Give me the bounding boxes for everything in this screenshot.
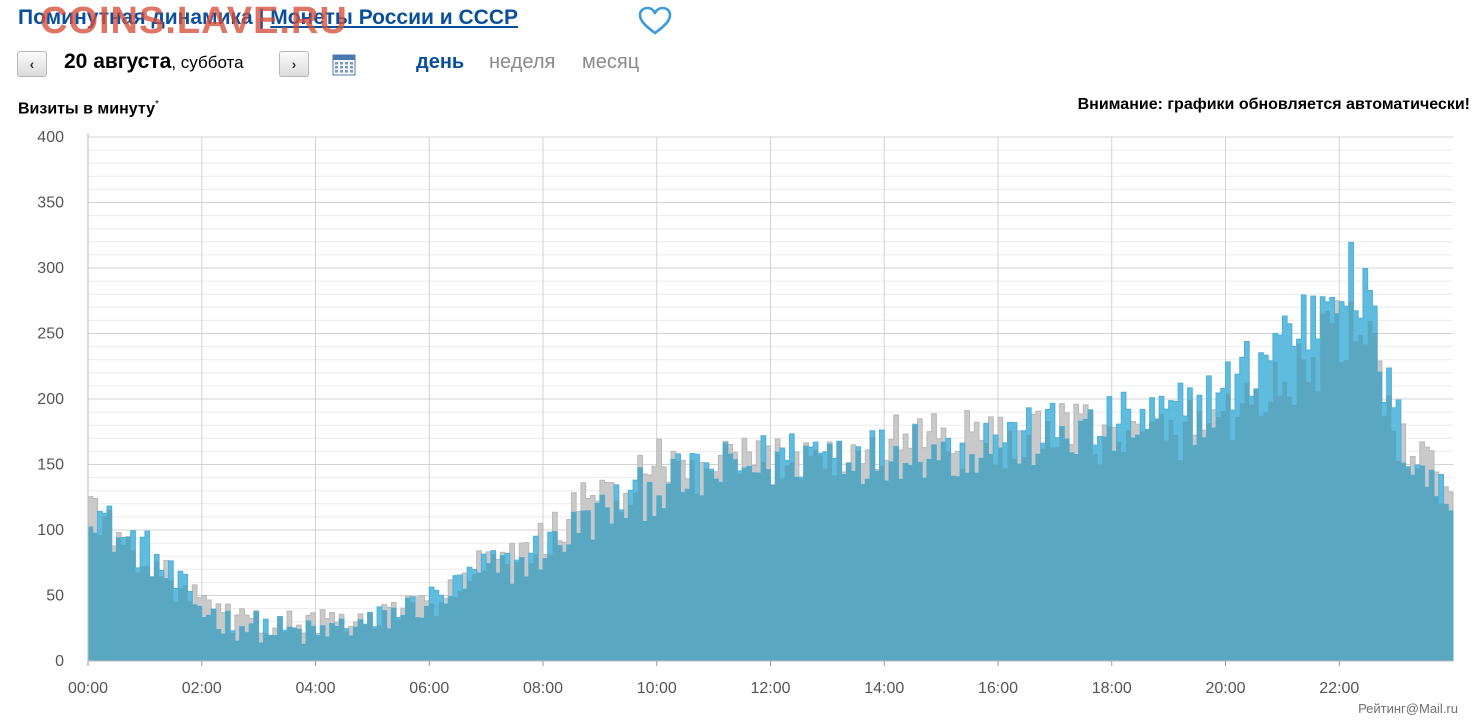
y-tick-label: 250 [37, 326, 64, 343]
tab-day[interactable]: день [416, 51, 465, 73]
date-text: 20 августа [64, 50, 172, 73]
tab-month[interactable]: месяц [582, 51, 640, 73]
auto-update-notice: Внимание: графики обновляется автоматиче… [1077, 96, 1470, 113]
y-tick-label: 350 [37, 195, 64, 212]
weekday-text: , суббота [171, 53, 244, 72]
next-day-button[interactable]: › [279, 51, 309, 77]
x-tick-label: 18:00 [1092, 680, 1132, 697]
x-tick-label: 02:00 [182, 680, 222, 697]
x-tick-label: 14:00 [864, 680, 904, 697]
x-tick-label: 12:00 [750, 680, 790, 697]
x-tick-label: 10:00 [637, 680, 677, 697]
heart-icon[interactable] [638, 6, 672, 36]
y-axis-title: Визиты в минуту* [18, 99, 159, 118]
page-title: Поминутная динамика | Монеты России и СС… [18, 6, 518, 34]
y-tick-label: 300 [37, 260, 64, 277]
tab-week[interactable]: неделя [489, 51, 556, 73]
calendar-icon[interactable] [332, 52, 356, 76]
y-axis-title-mark: * [154, 99, 159, 110]
x-tick-label: 06:00 [409, 680, 449, 697]
y-axis-title-text: Визиты в минуту [18, 100, 155, 118]
y-tick-label: 100 [37, 522, 64, 539]
overlap-area [88, 301, 1453, 661]
x-tick-label: 22:00 [1319, 680, 1359, 697]
prev-day-button[interactable]: ‹ [17, 51, 47, 77]
site-link[interactable]: Монеты России и СССР [270, 6, 518, 29]
y-tick-label: 200 [37, 391, 64, 408]
date-display: 20 августа, суббота [64, 50, 244, 74]
y-tick-label: 150 [37, 457, 64, 474]
y-tick-label: 50 [46, 588, 64, 605]
x-tick-label: 08:00 [523, 680, 563, 697]
title-prefix: Поминутная динамика | [18, 6, 271, 29]
x-tick-label: 20:00 [1205, 680, 1245, 697]
x-tick-label: 16:00 [978, 680, 1018, 697]
y-tick-label: 400 [37, 129, 64, 146]
x-tick-label: 04:00 [295, 680, 335, 697]
y-tick-label: 0 [55, 653, 64, 670]
x-tick-label: 00:00 [68, 680, 108, 697]
rating-credit[interactable]: Рейтинг@Mail.ru [1358, 701, 1458, 716]
